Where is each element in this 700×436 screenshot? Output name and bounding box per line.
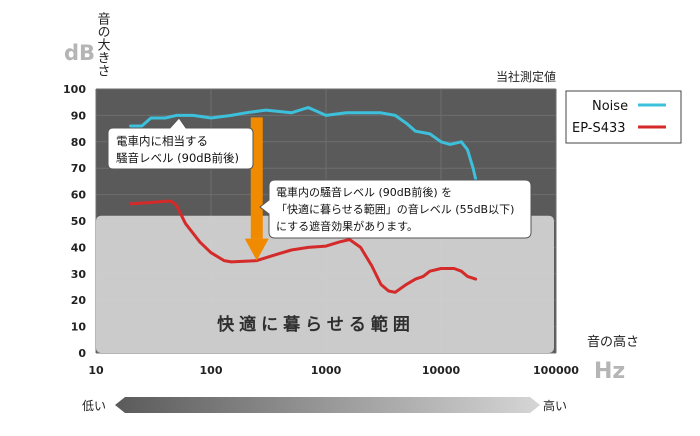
y-unit: dB xyxy=(64,41,95,65)
series-line-noise xyxy=(129,106,478,181)
legend-box xyxy=(565,90,682,144)
x-tick-label: 100 xyxy=(200,364,223,377)
callout-effect-line3: にする遮音効果があります。 xyxy=(276,219,418,233)
y-title: 音の大きさ xyxy=(95,11,111,77)
callout-train-line1: 電車内に相当する xyxy=(116,134,208,148)
x-tick-label: 100000 xyxy=(533,364,579,377)
y-tick-label: 80 xyxy=(71,136,87,149)
pitch-high-label: 高い xyxy=(543,398,567,413)
y-tick-label: 30 xyxy=(71,268,87,281)
arrow-head xyxy=(244,238,269,261)
pitch-gradient-bar xyxy=(115,397,540,413)
source-note: 当社測定値 xyxy=(496,69,556,84)
y-tick-label: 0 xyxy=(78,347,86,360)
callout-train-line2: 騒音レベル (90dB前後) xyxy=(116,151,239,165)
comfort-zone-label: 快適に暮らせる範囲 xyxy=(217,314,415,335)
arrow-shaft xyxy=(250,117,263,239)
x-tick-label: 10 xyxy=(88,364,104,377)
x-tick-label: 10000 xyxy=(422,364,461,377)
y-tick-label: 60 xyxy=(71,189,87,202)
legend-label-noise: Noise xyxy=(592,99,628,114)
series-layer xyxy=(129,106,478,294)
x-unit: Hz xyxy=(594,359,625,384)
y-tick-label: 100 xyxy=(63,83,86,96)
comfort-zone xyxy=(96,215,554,353)
y-tick-label: 70 xyxy=(71,162,87,175)
callout-effect-line2: 「快適に暮らせる範囲」の音レベル (55dB以下) xyxy=(276,202,514,216)
y-tick-label: 20 xyxy=(71,294,87,307)
callout-effect-line1: 電車内の騒音レベル (90dB前後) を xyxy=(276,185,452,199)
series-line-ep-s433 xyxy=(129,199,478,294)
y-tick-label: 90 xyxy=(71,109,87,122)
callout-train-box xyxy=(107,117,254,170)
x-title: 音の高さ xyxy=(587,334,639,350)
x-tick-label: 1000 xyxy=(311,364,342,377)
legend-label-ep-s433: EP-S433 xyxy=(572,121,626,136)
pitch-low-label: 低い xyxy=(82,399,106,413)
callout-effect-box xyxy=(259,179,532,239)
y-tick-label: 50 xyxy=(71,215,87,228)
y-tick-label: 10 xyxy=(71,321,87,334)
y-tick-label: 40 xyxy=(71,241,87,254)
